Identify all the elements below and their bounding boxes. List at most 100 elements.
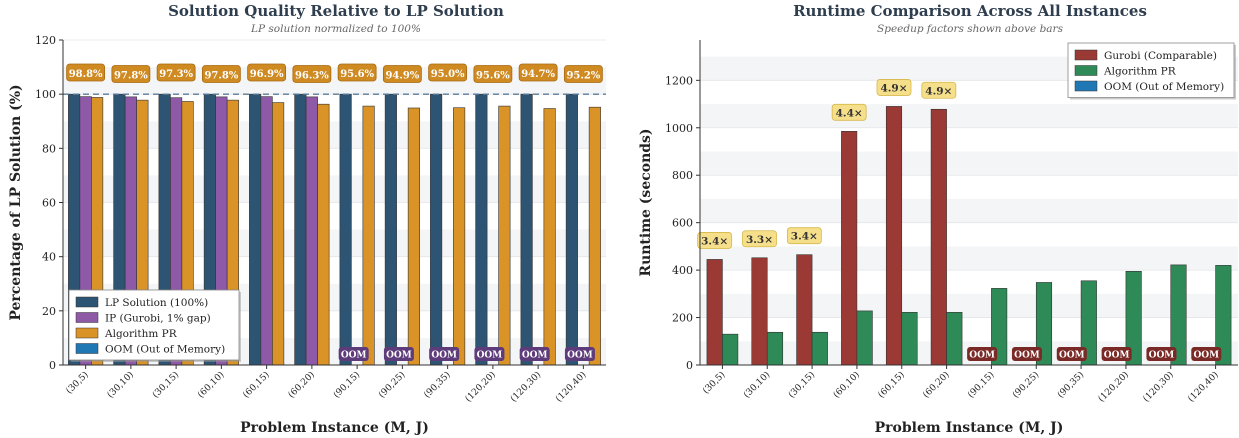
- value-label-box: [518, 63, 558, 82]
- oom-badge: [383, 347, 414, 361]
- grid-band: [700, 246, 1238, 271]
- oom-label: OOM: [1193, 351, 1219, 361]
- value-label-box: [156, 63, 196, 82]
- x-tick-label: (30,5): [64, 369, 91, 396]
- bar: [588, 106, 601, 366]
- legend-swatch: [75, 296, 99, 308]
- oom-badge: [474, 347, 505, 361]
- value-label-box: [563, 65, 603, 83]
- bar: [885, 106, 903, 366]
- y-tick-label: 0: [49, 359, 56, 372]
- x-tick-label: (120,30): [1141, 369, 1176, 404]
- value-label: 95.6%: [340, 69, 374, 80]
- legend-label: IP (Gurobi, 1% gap): [105, 313, 211, 325]
- oom-label: OOM: [522, 351, 548, 361]
- x-tick-label: (60,15): [876, 369, 907, 400]
- oom-label: OOM: [1059, 351, 1085, 361]
- x-tick-label: (90,35): [422, 369, 453, 400]
- bar: [946, 312, 963, 366]
- legend-label: LP Solution (100%): [105, 297, 208, 309]
- x-tick-label: (120,20): [1096, 369, 1131, 404]
- y-tick-label: 60: [42, 197, 56, 210]
- speedup-label: 4.9×: [880, 82, 907, 94]
- oom-badge: [564, 347, 595, 361]
- speedup-label-box: [876, 79, 912, 96]
- grid-band: [63, 67, 606, 95]
- oom-label: OOM: [1149, 351, 1175, 361]
- bar: [453, 107, 466, 366]
- grid-band: [700, 198, 1238, 223]
- speedup-label-box: [786, 227, 822, 245]
- x-tick-label: (120,20): [463, 369, 498, 404]
- bar: [930, 108, 947, 366]
- oom-label: OOM: [477, 351, 503, 361]
- bar: [796, 254, 813, 366]
- bar: [317, 103, 330, 366]
- legend-label: Gurobi (Comparable): [1104, 50, 1217, 62]
- oom-badge: [338, 347, 369, 361]
- grid-band: [700, 104, 1238, 128]
- x-axis-label: Problem Instance (M, J): [875, 420, 1064, 436]
- value-label-box: [428, 63, 468, 82]
- oom-badge: [1191, 347, 1222, 361]
- oom-label: OOM: [386, 351, 412, 361]
- bar: [766, 331, 784, 366]
- bar: [706, 259, 723, 366]
- value-label: 95.2%: [566, 71, 600, 82]
- y-tick-label: 120: [35, 34, 56, 47]
- value-label: 95.6%: [476, 71, 510, 82]
- x-tick-label: (30,15): [786, 369, 817, 400]
- grid-band: [63, 121, 606, 149]
- legend-label: Algorithm PR: [1103, 66, 1177, 78]
- oom-badge: [1011, 347, 1042, 361]
- grid-band: [700, 293, 1238, 318]
- speedup-label: 3.3×: [746, 234, 773, 246]
- value-label-box: [111, 65, 151, 83]
- legend-label: OOM (Out of Memory): [1104, 81, 1224, 93]
- y-tick-label: 20: [42, 305, 56, 318]
- runtime-chart: Runtime Comparison Across All Instances S…: [638, 2, 1238, 436]
- bar: [901, 312, 918, 366]
- legend-swatch: [1074, 80, 1098, 92]
- speedup-label-box: [921, 81, 957, 99]
- value-label: 95.0%: [431, 69, 465, 80]
- y-tick-label: 1200: [665, 74, 693, 87]
- x-tick-label: (90,35): [1055, 369, 1086, 400]
- grid-band: [63, 175, 606, 203]
- oom-badge: [429, 347, 460, 361]
- value-label: 98.8%: [69, 69, 103, 80]
- speedup-label: 3.4×: [791, 231, 818, 243]
- value-label-box: [473, 65, 513, 83]
- legend-swatch: [1074, 49, 1098, 61]
- x-tick-label: (90,25): [377, 369, 408, 400]
- oom-badge: [1101, 347, 1132, 361]
- x-tick-label: (90,25): [1010, 369, 1041, 400]
- value-label: 96.9%: [250, 69, 284, 80]
- bar: [272, 102, 285, 366]
- value-label-box: [247, 63, 287, 82]
- y-tick-label: 400: [672, 264, 693, 277]
- y-tick-label: 200: [672, 312, 693, 325]
- bar: [305, 96, 318, 366]
- oom-label: OOM: [341, 351, 367, 361]
- quality-chart: Solution Quality Relative to LP Solution…: [8, 2, 606, 436]
- speedup-label-box: [742, 230, 777, 248]
- bar: [407, 107, 420, 366]
- oom-badge: [1146, 347, 1177, 361]
- value-label-box: [337, 63, 377, 82]
- x-tick-label: (30,15): [150, 369, 181, 400]
- x-tick-label: (60,20): [286, 369, 317, 400]
- x-tick-label: (30,10): [105, 369, 136, 400]
- legend-swatch: [75, 343, 99, 354]
- y-tick-label: 600: [672, 217, 693, 230]
- y-axis-label: Runtime (seconds): [638, 128, 654, 276]
- value-label: 94.7%: [521, 69, 555, 80]
- x-tick-label: (60,10): [196, 369, 227, 400]
- x-tick-label: (90,15): [331, 369, 362, 400]
- value-label: 96.3%: [295, 71, 329, 82]
- grid-band: [700, 151, 1238, 176]
- value-label-box: [382, 65, 422, 83]
- bar: [520, 93, 533, 366]
- y-tick-label: 40: [42, 251, 56, 264]
